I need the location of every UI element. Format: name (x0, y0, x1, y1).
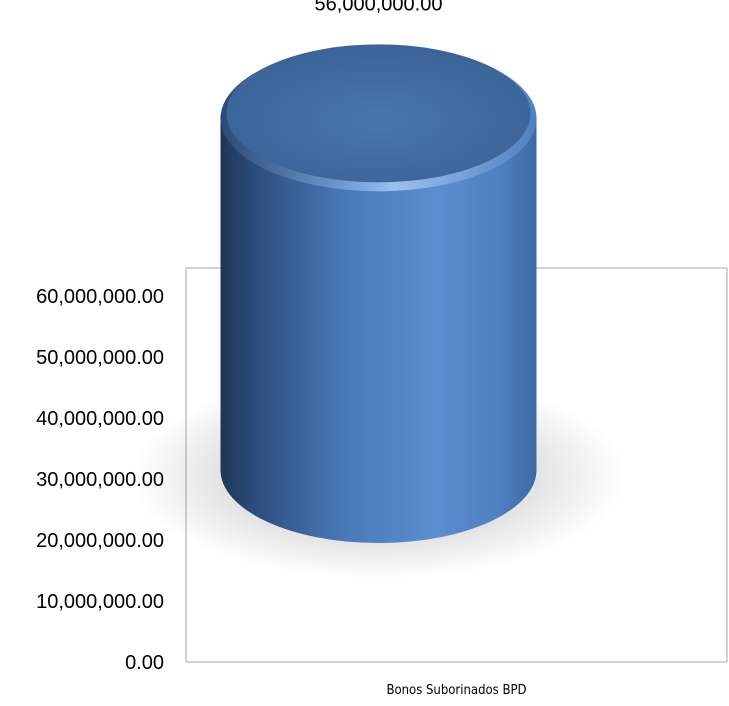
y-tick-label: 40,000,000.00 (36, 408, 164, 430)
bar-body (220, 115, 537, 543)
y-tick-label: 10,000,000.00 (36, 591, 164, 613)
x-axis-labels: Bonos Suborinados BPD (386, 683, 526, 698)
y-tick-label: 50,000,000.00 (36, 347, 164, 369)
y-tick-label: 0.00 (125, 652, 164, 674)
bar-top (226, 44, 531, 183)
x-category-label: Bonos Suborinados BPD (386, 683, 526, 698)
bars: 56,000,000.00 (130, 0, 627, 579)
y-tick-label: 60,000,000.00 (36, 286, 164, 308)
bar-cylinder (130, 44, 627, 579)
bar-value-label: 56,000,000.00 (315, 0, 443, 15)
y-tick-label: 20,000,000.00 (36, 530, 164, 552)
